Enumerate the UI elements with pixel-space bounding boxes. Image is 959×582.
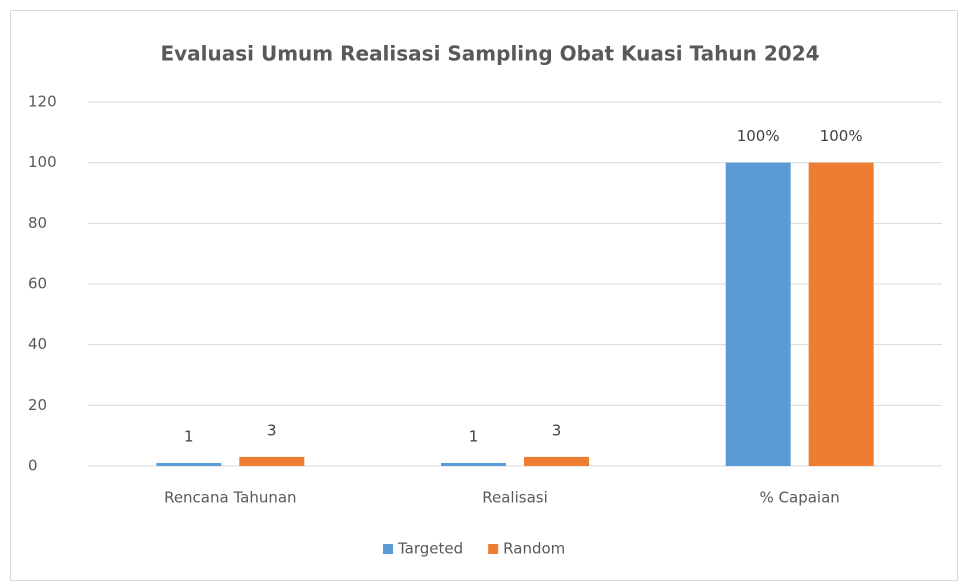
- chart-title: Evaluasi Umum Realisasi Sampling Obat Ku…: [160, 42, 819, 66]
- x-tick-label: Realisasi: [482, 489, 548, 507]
- legend-marker: [488, 544, 499, 554]
- y-tick-label: 80: [28, 214, 47, 232]
- value-label: 100%: [820, 127, 863, 145]
- bar: [808, 162, 874, 466]
- bar: [725, 162, 791, 466]
- bar: [156, 462, 222, 466]
- x-tick-label: % Capaian: [760, 489, 840, 507]
- legend-label: Targeted: [397, 540, 463, 558]
- value-label: 1: [469, 427, 479, 445]
- legend-label: Random: [503, 540, 565, 558]
- y-tick-label: 60: [28, 275, 47, 293]
- y-tick-label: 20: [28, 396, 47, 414]
- y-tick-label: 100: [28, 153, 57, 171]
- value-label: 3: [552, 421, 562, 439]
- bar: [524, 456, 589, 466]
- bar: [441, 462, 506, 466]
- value-label: 3: [267, 421, 277, 439]
- chart-border: [10, 10, 958, 581]
- x-tick-label: Rencana Tahunan: [164, 489, 296, 507]
- y-tick-label: 40: [28, 335, 47, 353]
- y-tick-label: 0: [28, 457, 38, 475]
- y-tick-label: 120: [28, 93, 57, 111]
- value-label: 1: [184, 427, 194, 445]
- legend-marker: [383, 544, 393, 554]
- value-label: 100%: [737, 127, 780, 145]
- bar: [239, 456, 305, 466]
